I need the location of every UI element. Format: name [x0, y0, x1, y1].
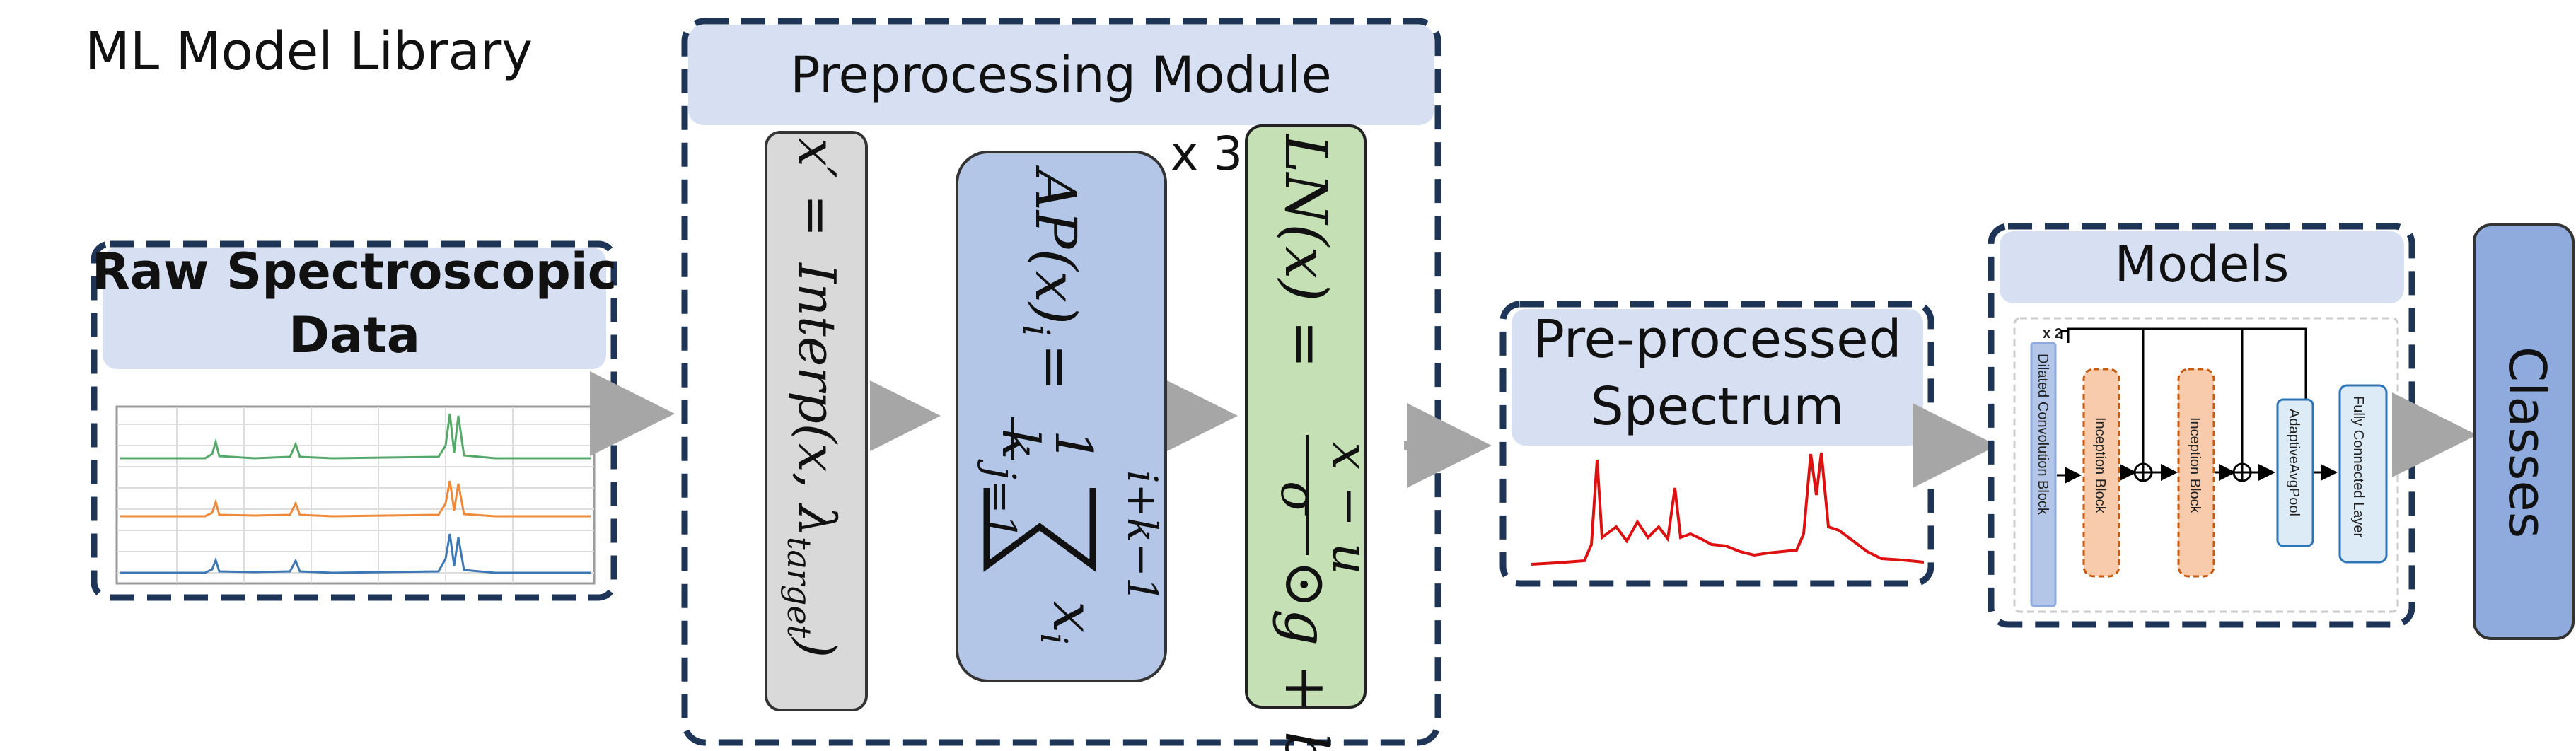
- raw-spectrum-green: [120, 413, 591, 460]
- preprocessed-title-line2: Spectrum: [1591, 376, 1845, 437]
- ap-frac-den: k: [991, 429, 1050, 460]
- preprocessing-title: Preprocessing Module: [790, 46, 1331, 104]
- raw-spectra-plot: [115, 405, 596, 585]
- ln-num: x − u: [1321, 442, 1379, 575]
- interp-box: [765, 131, 868, 711]
- layernorm-box: [1245, 124, 1367, 709]
- ln-rest: ⊙g + b: [1272, 560, 1339, 751]
- ap-lhs: AP(x)i=: [1014, 165, 1089, 391]
- model-block-dilated-conv: [2030, 342, 2057, 607]
- model-block-adaptive-avgpool-label: AdaptiveAvgPool: [2286, 409, 2302, 516]
- preprocessed-header: [1512, 309, 1923, 446]
- classes-box: [2473, 223, 2575, 640]
- raw-data-title-line2: Data: [289, 306, 420, 364]
- model-block-inception-1: [2082, 368, 2120, 578]
- raw-plot-grid: [117, 407, 594, 583]
- model-block-inception-2: [2177, 368, 2215, 578]
- preprocessing-module: Preprocessing Module x′ = Interp(x, λtar…: [681, 18, 1441, 751]
- layernorm-formula: LN(x) = x − u σ ⊙g + b: [1270, 133, 1379, 751]
- raw-data-header: [103, 248, 606, 369]
- model-block-adaptive-avgpool: [2276, 398, 2314, 547]
- ap-sum-bottom: j=1: [977, 459, 1025, 540]
- raw-data-panel: Raw Spectroscopic Data: [91, 240, 617, 601]
- raw-spectrum-orange: [120, 480, 591, 518]
- models-repeat-label: x 2: [2043, 326, 2062, 342]
- ap-frac-num: 1: [1044, 430, 1103, 462]
- preprocessed-spectrum-line: [1531, 452, 1925, 566]
- preprocessed-title-line1: Pre-processed: [1533, 309, 1901, 370]
- raw-data-title-line1: Raw Spectroscopic: [92, 243, 617, 301]
- preprocessed-panel: Pre-processed Spectrum: [1499, 301, 1934, 587]
- raw-plot-frame: [115, 405, 596, 585]
- models-panel: Models x 2 Dilated Convolution Block Inc…: [1988, 223, 2415, 628]
- classes-label: Classes: [2497, 347, 2557, 538]
- avgpool-formula: AP(x)i= 1 k i+k−1 j=1 xi: [977, 165, 1166, 645]
- ln-lhs: LN(x) =: [1272, 133, 1339, 368]
- model-block-inception-2-label: Inception Block: [2187, 417, 2203, 514]
- model-block-dilated-conv-label: Dilated Convolution Block: [2035, 354, 2050, 516]
- repeat-x3-label: x 3: [1171, 127, 1243, 181]
- model-block-inception-1-label: Inception Block: [2092, 417, 2108, 514]
- ln-den: σ: [1270, 481, 1328, 516]
- ap-sigma-symbol: [983, 488, 1096, 572]
- interp-formula: x′ = Interp(x, λtarget): [780, 138, 847, 658]
- ap-sum-top: i+k−1: [1118, 470, 1166, 603]
- model-block-fully-connected-label: Fully Connected Layer: [2350, 396, 2366, 537]
- model-block-fully-connected: [2338, 384, 2388, 564]
- ap-term: xi: [1032, 601, 1106, 645]
- models-title: Models: [2115, 235, 2290, 293]
- diagram-title: ML Model Library: [85, 21, 533, 82]
- models-header: [2000, 231, 2404, 303]
- preprocessing-header: [688, 25, 1434, 125]
- raw-spectrum-blue: [120, 533, 591, 574]
